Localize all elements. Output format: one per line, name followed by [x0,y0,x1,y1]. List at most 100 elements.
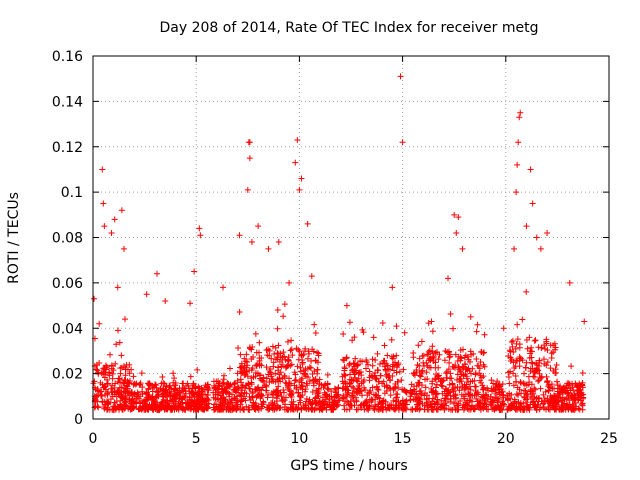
data-point [443,390,450,397]
data-point [419,353,426,360]
data-point [510,349,517,356]
data-point [301,347,308,354]
data-point [113,398,120,405]
data-point [332,393,339,400]
data-point [531,374,538,381]
data-point [288,391,295,398]
data-point [394,391,401,398]
data-point [339,356,346,363]
data-point [558,406,565,413]
data-point [295,356,302,363]
data-point [299,392,306,399]
data-point [191,391,198,398]
data-point [148,394,155,401]
data-point [121,316,128,323]
data-point [312,357,319,364]
data-point [500,325,507,332]
data-point [432,394,439,401]
data-point [122,372,129,379]
data-point [351,334,358,341]
data-point [128,366,135,373]
data-point [281,301,288,308]
data-point [124,383,131,390]
data-point [431,353,438,360]
data-point [252,386,259,393]
data-point [372,369,379,376]
data-point [543,340,550,347]
data-point [220,376,227,383]
x-tick-label: 5 [192,431,201,447]
data-point [393,369,400,376]
data-point [492,394,499,401]
data-point [418,338,425,345]
data-point [384,371,391,378]
data-point [457,354,464,361]
data-point [311,368,318,375]
data-point [95,391,102,398]
data-point [453,402,460,409]
data-point [305,398,312,405]
data-point [171,386,178,393]
data-point [523,223,530,230]
data-point [346,406,353,413]
data-point [489,388,496,395]
data-point [151,398,158,405]
data-point [340,395,347,402]
data-point [567,404,574,411]
data-point [274,325,281,332]
data-point [166,393,173,400]
data-point [349,366,356,373]
data-point [361,377,368,384]
data-point [372,391,379,398]
data-point [508,400,515,407]
data-point [515,392,522,399]
data-point [105,400,112,407]
data-point [433,381,440,388]
data-point [512,372,519,379]
data-point [417,373,424,380]
data-point [267,365,274,372]
data-point [252,330,259,337]
data-point [547,365,554,372]
data-point [198,390,205,397]
data-point [533,395,540,402]
data-point [507,405,514,412]
data-point [367,387,374,394]
data-point [458,378,465,385]
data-point [137,399,144,406]
data-point [430,387,437,394]
data-point [456,366,463,373]
data-point [496,406,503,413]
data-point [548,381,555,388]
data-point [446,354,453,361]
data-point [363,357,370,364]
data-point [143,389,150,396]
data-point [513,378,520,385]
data-point [435,372,442,379]
data-point [264,394,271,401]
data-point [150,406,157,413]
x-tick-label: 20 [497,431,515,447]
data-point [122,366,129,373]
data-point [143,390,150,397]
data-point [506,380,513,387]
data-point [249,390,256,397]
data-point [454,383,461,390]
data-point [357,387,364,394]
data-point [298,352,305,359]
data-point [119,406,126,413]
y-tick-label: 0.14 [52,94,83,110]
data-point [528,344,535,351]
data-point [366,389,373,396]
data-point [531,385,538,392]
data-point [285,354,292,361]
data-point [377,372,384,379]
data-point [372,356,379,363]
data-point [145,386,152,393]
data-point [253,394,260,401]
data-point [531,337,538,344]
data-point [548,354,555,361]
data-point [537,245,544,252]
data-point [291,382,298,389]
